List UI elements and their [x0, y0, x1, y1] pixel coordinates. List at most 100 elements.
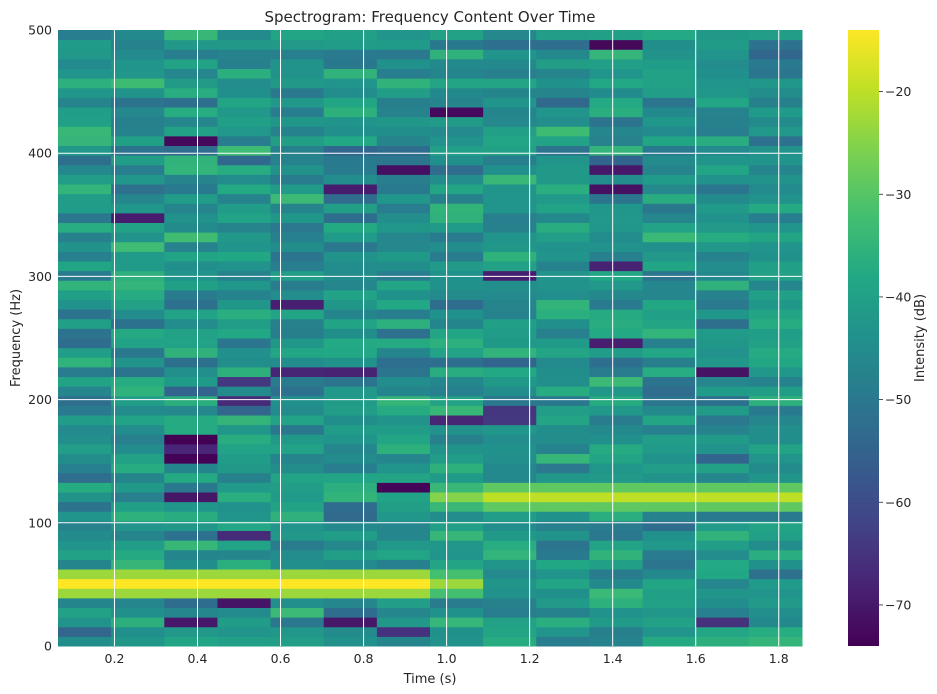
- heatmap-cell: [217, 434, 272, 445]
- heatmap-cell: [58, 251, 112, 262]
- heatmap-cell: [270, 453, 325, 464]
- heatmap-cell: [589, 347, 644, 358]
- heatmap-cell: [748, 520, 803, 532]
- heatmap-cell: [483, 405, 537, 416]
- heatmap-cell: [695, 318, 750, 329]
- heatmap-cell: [58, 636, 112, 647]
- heatmap-cell: [270, 280, 325, 291]
- heatmap-cell: [323, 203, 378, 214]
- heatmap-cell: [111, 626, 165, 637]
- heatmap-cell: [536, 261, 590, 272]
- heatmap-cell: [748, 87, 803, 98]
- heatmap-cell: [748, 511, 803, 522]
- heatmap-cell: [376, 540, 431, 551]
- heatmap-cell: [270, 347, 325, 358]
- heatmap-cell: [430, 511, 484, 522]
- heatmap-cell: [589, 472, 644, 483]
- heatmap-cell: [642, 222, 697, 233]
- heatmap-cell: [217, 241, 272, 252]
- heatmap-cell: [164, 366, 218, 378]
- heatmap-cell: [483, 338, 537, 349]
- heatmap-cell: [748, 39, 803, 50]
- heatmap-cell: [589, 87, 644, 98]
- heatmap-cell: [58, 626, 112, 637]
- heatmap-cell: [536, 318, 590, 329]
- heatmap-cell: [748, 280, 803, 291]
- heatmap-cell: [430, 174, 484, 185]
- heatmap-cell: [164, 193, 218, 204]
- heatmap-cell: [323, 482, 378, 493]
- heatmap-cell: [323, 87, 378, 98]
- heatmap-cell: [217, 443, 272, 455]
- heatmap-cell: [430, 530, 484, 541]
- heatmap-cell: [642, 184, 697, 195]
- heatmap-cell: [58, 386, 112, 397]
- heatmap-cell: [111, 232, 165, 243]
- heatmap-cell: [536, 280, 590, 291]
- heatmap-cell: [270, 386, 325, 397]
- heatmap-cell: [642, 135, 697, 147]
- heatmap-cell: [164, 135, 218, 147]
- heatmap-cell: [376, 30, 431, 41]
- heatmap-cell: [270, 626, 325, 637]
- heatmap-cell: [376, 212, 431, 224]
- heatmap-cell: [376, 511, 431, 522]
- heatmap-cell: [111, 68, 165, 79]
- heatmap-cell: [164, 482, 218, 493]
- heatmap-cell: [217, 309, 272, 320]
- heatmap-cell: [376, 145, 431, 156]
- heatmap-cell: [430, 415, 484, 426]
- heatmap-cell: [323, 559, 378, 570]
- heatmap-cell: [483, 492, 537, 503]
- heatmap-cell: [430, 386, 484, 397]
- heatmap-cell: [642, 289, 697, 301]
- heatmap-cell: [536, 58, 590, 70]
- heatmap-cell: [270, 588, 325, 599]
- heatmap-cell: [589, 241, 644, 252]
- heatmap-cell: [536, 328, 590, 339]
- heatmap-cell: [164, 395, 218, 406]
- heatmap-cell: [642, 597, 697, 609]
- heatmap-cell: [217, 492, 272, 503]
- heatmap-cell: [589, 415, 644, 426]
- heatmap-cell: [111, 530, 165, 541]
- heatmap-cell: [589, 309, 644, 320]
- heatmap-cell: [695, 617, 750, 628]
- heatmap-cell: [483, 347, 537, 358]
- heatmap-cell: [270, 145, 325, 156]
- heatmap-cell: [270, 241, 325, 252]
- heatmap-cell: [589, 222, 644, 233]
- heatmap-cell: [164, 58, 218, 70]
- heatmap-cell: [111, 357, 165, 368]
- heatmap-cell: [748, 126, 803, 137]
- heatmap-cell: [536, 636, 590, 647]
- heatmap-cell: [164, 434, 218, 445]
- heatmap-cell: [270, 78, 325, 89]
- heatmap-cell: [323, 145, 378, 156]
- heatmap-cell: [536, 501, 590, 512]
- heatmap-cell: [164, 453, 218, 464]
- heatmap-cell: [376, 597, 431, 609]
- heatmap-cell: [483, 87, 537, 98]
- heatmap-cell: [111, 501, 165, 512]
- heatmap-cell: [642, 453, 697, 464]
- heatmap-cell: [430, 492, 484, 503]
- heatmap-cell: [323, 549, 378, 560]
- x-tick-label: 0.8: [354, 651, 374, 666]
- heatmap-cell: [376, 520, 431, 532]
- heatmap-cell: [430, 78, 484, 89]
- heatmap-cell: [111, 87, 165, 98]
- heatmap-cell: [430, 617, 484, 628]
- heatmap-cell: [58, 424, 112, 435]
- heatmap-cell: [483, 261, 537, 272]
- x-tick-label: 1.8: [769, 651, 789, 666]
- heatmap-cell: [642, 261, 697, 272]
- heatmap-cell: [376, 174, 431, 185]
- heatmap-cell: [111, 443, 165, 455]
- heatmap-cell: [270, 39, 325, 50]
- heatmap-cell: [430, 241, 484, 252]
- heatmap-cell: [589, 289, 644, 301]
- heatmap-cell: [270, 415, 325, 426]
- heatmap-cell: [483, 232, 537, 243]
- heatmap-cell: [58, 443, 112, 455]
